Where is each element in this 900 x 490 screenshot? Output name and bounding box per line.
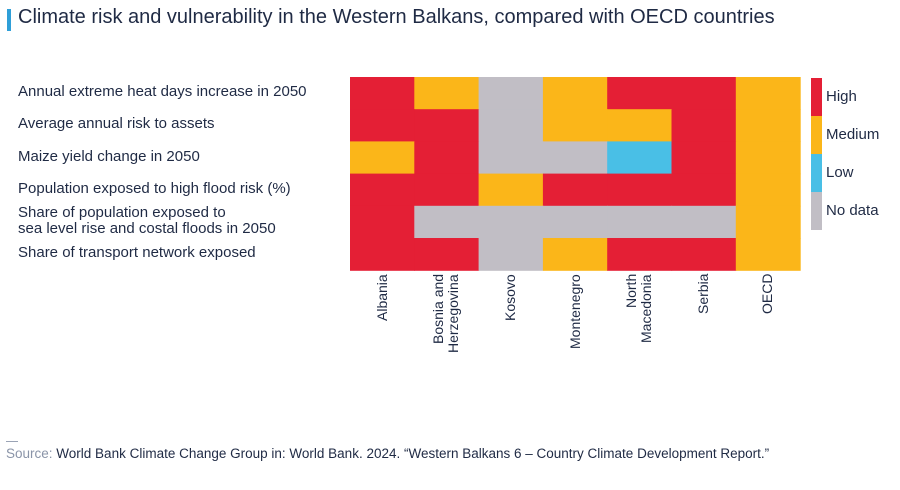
- heatmap-cell: [542, 109, 608, 142]
- column-label: Macedonia: [638, 274, 655, 344]
- legend-swatch: [811, 192, 822, 230]
- heatmap-cell: [542, 238, 608, 271]
- heatmap-cell: [478, 205, 544, 239]
- heatmap-cell: [542, 141, 608, 175]
- legend-label: No data: [826, 202, 879, 219]
- heatmap-cell: [478, 173, 544, 207]
- row-label: Average annual risk to assets: [18, 115, 215, 133]
- source-prefix: Source:: [6, 446, 53, 461]
- heatmap-cell: [350, 205, 415, 239]
- heatmap-cell: [671, 173, 737, 207]
- heatmap-cell: [350, 141, 415, 175]
- column-label: Montenegro: [566, 274, 583, 350]
- heatmap-cell: [671, 238, 737, 271]
- heatmap-cell: [478, 77, 544, 110]
- heatmap-cell: [478, 109, 544, 142]
- title-accent-bar: [7, 9, 11, 31]
- legend-label: High: [826, 88, 857, 105]
- heatmap-cell: [414, 238, 480, 271]
- heatmap-cell: [350, 173, 415, 207]
- heatmap-cell: [735, 205, 801, 239]
- heatmap-cell: [671, 141, 737, 175]
- legend-swatch: [811, 154, 822, 192]
- heatmap-cell: [350, 238, 415, 271]
- legend-label: Low: [826, 164, 854, 181]
- row-label: Population exposed to high flood risk (%…: [18, 179, 291, 197]
- heatmap-cell: [478, 141, 544, 175]
- column-label: Serbia: [695, 273, 712, 315]
- heatmap-cell: [542, 77, 608, 110]
- heatmap-cell: [414, 77, 480, 110]
- chart-title: Climate risk and vulnerability in the We…: [18, 6, 775, 28]
- heatmap-cell: [542, 173, 608, 207]
- heatmap-cell: [735, 109, 801, 142]
- heatmap-cell: [607, 109, 673, 142]
- heatmap-cell: [671, 109, 737, 142]
- source-note: Source: World Bank Climate Change Group …: [6, 446, 769, 461]
- column-label: Kosovo: [502, 274, 519, 322]
- heatmap-cell: [607, 141, 673, 175]
- column-label: OECD: [759, 273, 776, 315]
- column-label: Herzegovina: [445, 274, 462, 354]
- heatmap-cell: [671, 205, 737, 239]
- heatmap-cell: [478, 238, 544, 271]
- heatmap-cell: [735, 141, 801, 175]
- source-divider: [6, 441, 18, 442]
- row-label: Annual extreme heat days increase in 205…: [18, 83, 307, 101]
- heatmap-cell: [414, 173, 480, 207]
- row-label: Share of transport network exposed: [18, 244, 256, 262]
- heatmap-cell: [607, 173, 673, 207]
- row-label: sea level rise and costal floods in 2050: [18, 219, 276, 237]
- heatmap-cell: [735, 238, 801, 271]
- heatmap-cell: [542, 205, 608, 239]
- heatmap-cell: [414, 109, 480, 142]
- heatmap-cell: [735, 173, 801, 207]
- row-label: Maize yield change in 2050: [18, 147, 200, 165]
- heatmap-cell: [414, 141, 480, 175]
- source-text: World Bank Climate Change Group in: Worl…: [56, 446, 770, 461]
- legend-swatch: [811, 78, 822, 116]
- row-label: Share of population exposed to: [18, 203, 226, 221]
- heatmap-cell: [350, 77, 415, 110]
- heatmap-cell: [607, 205, 673, 239]
- heatmap-cell: [735, 77, 801, 110]
- heatmap-cell: [350, 109, 415, 142]
- heatmap-cell: [671, 77, 737, 110]
- column-label: Albania: [373, 274, 390, 322]
- heatmap-cell: [414, 205, 480, 239]
- legend-swatch: [811, 116, 822, 154]
- heatmap-cell: [607, 238, 673, 271]
- legend-label: Medium: [826, 126, 880, 143]
- heatmap-cell: [607, 77, 673, 110]
